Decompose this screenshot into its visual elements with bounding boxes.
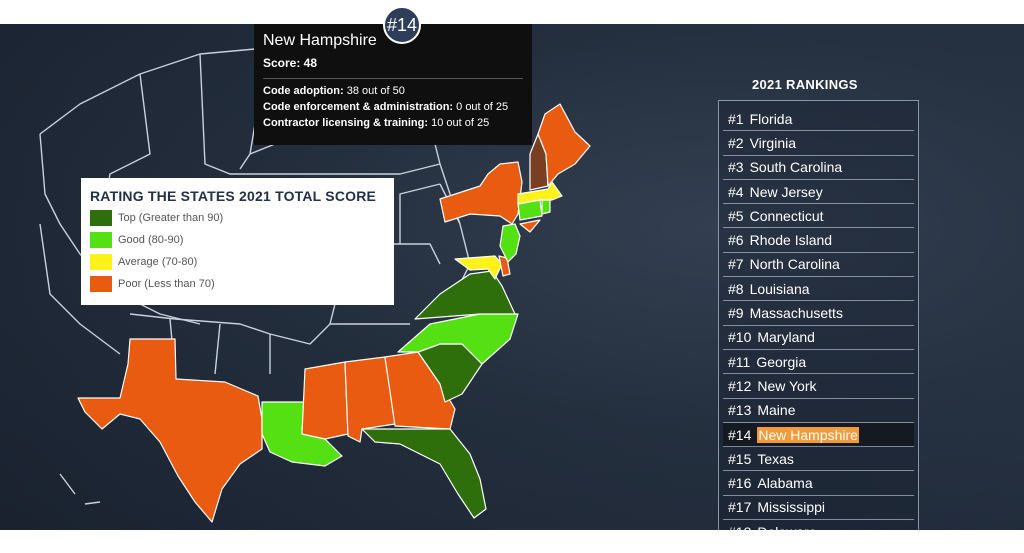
ranking-item[interactable]: #15 Texas: [723, 447, 914, 472]
legend-swatch-average: [90, 254, 112, 270]
tooltip-rank-badge: #14: [383, 6, 421, 44]
legend-item-good: Good (80-90): [90, 232, 385, 248]
state-mississippi[interactable]: [301, 361, 349, 440]
legend-item-average: Average (70-80): [90, 254, 385, 270]
legend-label-top: Top (Greater than 90): [118, 212, 224, 224]
ranking-state-name: Maine: [757, 402, 796, 419]
tooltip-line-value: 38 out of 50: [346, 85, 405, 97]
state-texas[interactable]: [77, 338, 263, 523]
state-new-jersey[interactable]: [499, 223, 521, 263]
ranking-number: #13: [728, 402, 752, 419]
ranking-item[interactable]: #1 Florida: [723, 107, 914, 132]
ranking-number: #11: [728, 353, 751, 370]
tooltip-line-code-enforcement: Code enforcement & administration: 0 out…: [263, 101, 523, 113]
ranking-state-name: North Carolina: [749, 256, 840, 273]
ranking-state-name: Mississippi: [757, 499, 826, 516]
ranking-item[interactable]: #2 Virginia: [723, 131, 914, 156]
legend-title: RATING THE STATES 2021 TOTAL SCORE: [90, 188, 377, 204]
ranking-item[interactable]: #11 Georgia: [723, 350, 914, 375]
ranking-item[interactable]: #13 Maine: [723, 399, 914, 423]
ranking-number: #16: [728, 475, 752, 492]
state-maine[interactable]: [537, 103, 591, 187]
ranking-item[interactable]: #5 Connecticut: [723, 204, 914, 229]
tooltip-line-contractor-licensing: Contractor licensing & training: 10 out …: [263, 117, 523, 129]
ranking-number: #6: [728, 232, 744, 249]
ranking-item[interactable]: #7 North Carolina: [723, 253, 914, 278]
ranking-state-name: Maryland: [757, 329, 815, 346]
ranking-state-name: Georgia: [756, 353, 807, 370]
ranking-number: #15: [728, 450, 752, 467]
state-maryland[interactable]: [454, 255, 503, 280]
ranking-item[interactable]: #17 Mississippi: [723, 496, 914, 521]
ranking-state-name: New Jersey: [749, 183, 823, 200]
ranking-item[interactable]: #18 Delaware: [723, 520, 914, 530]
state-new-york-long-island[interactable]: [519, 219, 541, 233]
ranking-item[interactable]: #3 South Carolina: [723, 156, 914, 180]
state-florida[interactable]: [361, 428, 487, 519]
ranking-number: #9: [728, 305, 744, 322]
legend-swatch-good: [90, 232, 112, 248]
tooltip-divider: [263, 78, 523, 79]
ranking-state-name: Florida: [749, 110, 793, 127]
ranking-state-name: Delaware: [757, 524, 816, 530]
legend-item-top: Top (Greater than 90): [90, 210, 385, 226]
legend-swatch-poor: [90, 276, 112, 292]
ranking-number: #14: [728, 426, 752, 443]
legend-label-average: Average (70-80): [118, 256, 198, 268]
ranking-number: #8: [728, 280, 744, 297]
ranking-state-name: South Carolina: [749, 159, 843, 176]
legend-item-poor: Poor (Less than 70): [90, 276, 385, 292]
legend-label-good: Good (80-90): [118, 234, 184, 246]
rankings-panel: #1 Florida #2 Virginia #3 South Carolina #4 New…: [718, 100, 919, 530]
state-rhode-island[interactable]: [541, 199, 551, 215]
state-massachusetts[interactable]: [517, 181, 563, 205]
ranking-state-name: Louisiana: [749, 280, 810, 297]
tooltip-line-label: Code enforcement & administration:: [263, 101, 454, 113]
tooltip-line-label: Contractor licensing & training:: [263, 117, 429, 129]
ranking-number: #18: [728, 524, 751, 530]
ranking-item[interactable]: #4 New Jersey: [723, 180, 914, 205]
ranking-number: #12: [728, 377, 752, 394]
state-new-york[interactable]: [439, 161, 523, 225]
tooltip-line-value: 0 out of 25: [456, 101, 509, 113]
ranking-state-name: Rhode Island: [749, 232, 833, 249]
state-north-carolina[interactable]: [397, 313, 519, 365]
ranking-number: #4: [728, 183, 744, 200]
ranking-item[interactable]: #10 Maryland: [723, 326, 914, 350]
ranking-state-name: Virginia: [749, 134, 797, 151]
ranking-number: #17: [728, 499, 752, 516]
legend-label-poor: Poor (Less than 70): [118, 278, 215, 290]
ranking-item[interactable]: #16 Alabama: [723, 471, 914, 496]
ranking-item[interactable]: #8 Louisiana: [723, 277, 914, 302]
tooltip-line-code-adoption: Code adoption: 38 out of 50: [263, 85, 523, 97]
ranking-number: #7: [728, 256, 744, 273]
ranking-number: #5: [728, 207, 744, 224]
ranking-number: #10: [728, 329, 752, 346]
state-tooltip: New Hampshire Score: 48 Code adoption: 3…: [254, 24, 532, 145]
state-virginia[interactable]: [414, 270, 516, 320]
ranking-number: #2: [728, 134, 744, 151]
ranking-number: #3: [728, 159, 744, 176]
ranking-state-name: Massachusetts: [749, 305, 843, 322]
rankings-list: #1 Florida #2 Virginia #3 South Carolina #4 New…: [719, 101, 918, 530]
ranking-state-name: New Hampshire: [757, 426, 859, 443]
map-legend: RATING THE STATES 2021 TOTAL SCORE Top (…: [81, 178, 394, 305]
rated-states: [77, 103, 591, 523]
ranking-state-name: Alabama: [757, 475, 813, 492]
tooltip-line-value: 10 out of 25: [431, 117, 490, 129]
tooltip-line-label: Code adoption:: [263, 85, 344, 97]
rankings-title: 2021 RANKINGS: [752, 77, 858, 92]
tooltip-state-name: New Hampshire: [263, 32, 377, 49]
ranking-state-name: Texas: [757, 450, 794, 467]
ranking-item[interactable]: #12 New York: [723, 374, 914, 399]
tooltip-score: Score: 48: [263, 56, 318, 70]
ranking-state-name: Connecticut: [749, 207, 824, 224]
ranking-item[interactable]: #9 Massachusetts: [723, 301, 914, 326]
ranking-state-name: New York: [757, 377, 817, 394]
legend-swatch-top: [90, 210, 112, 226]
ranking-item[interactable]: #6 Rhode Island: [723, 228, 914, 253]
ranking-number: #1: [728, 110, 744, 127]
ranking-item[interactable]: #14 New Hampshire: [723, 422, 914, 448]
